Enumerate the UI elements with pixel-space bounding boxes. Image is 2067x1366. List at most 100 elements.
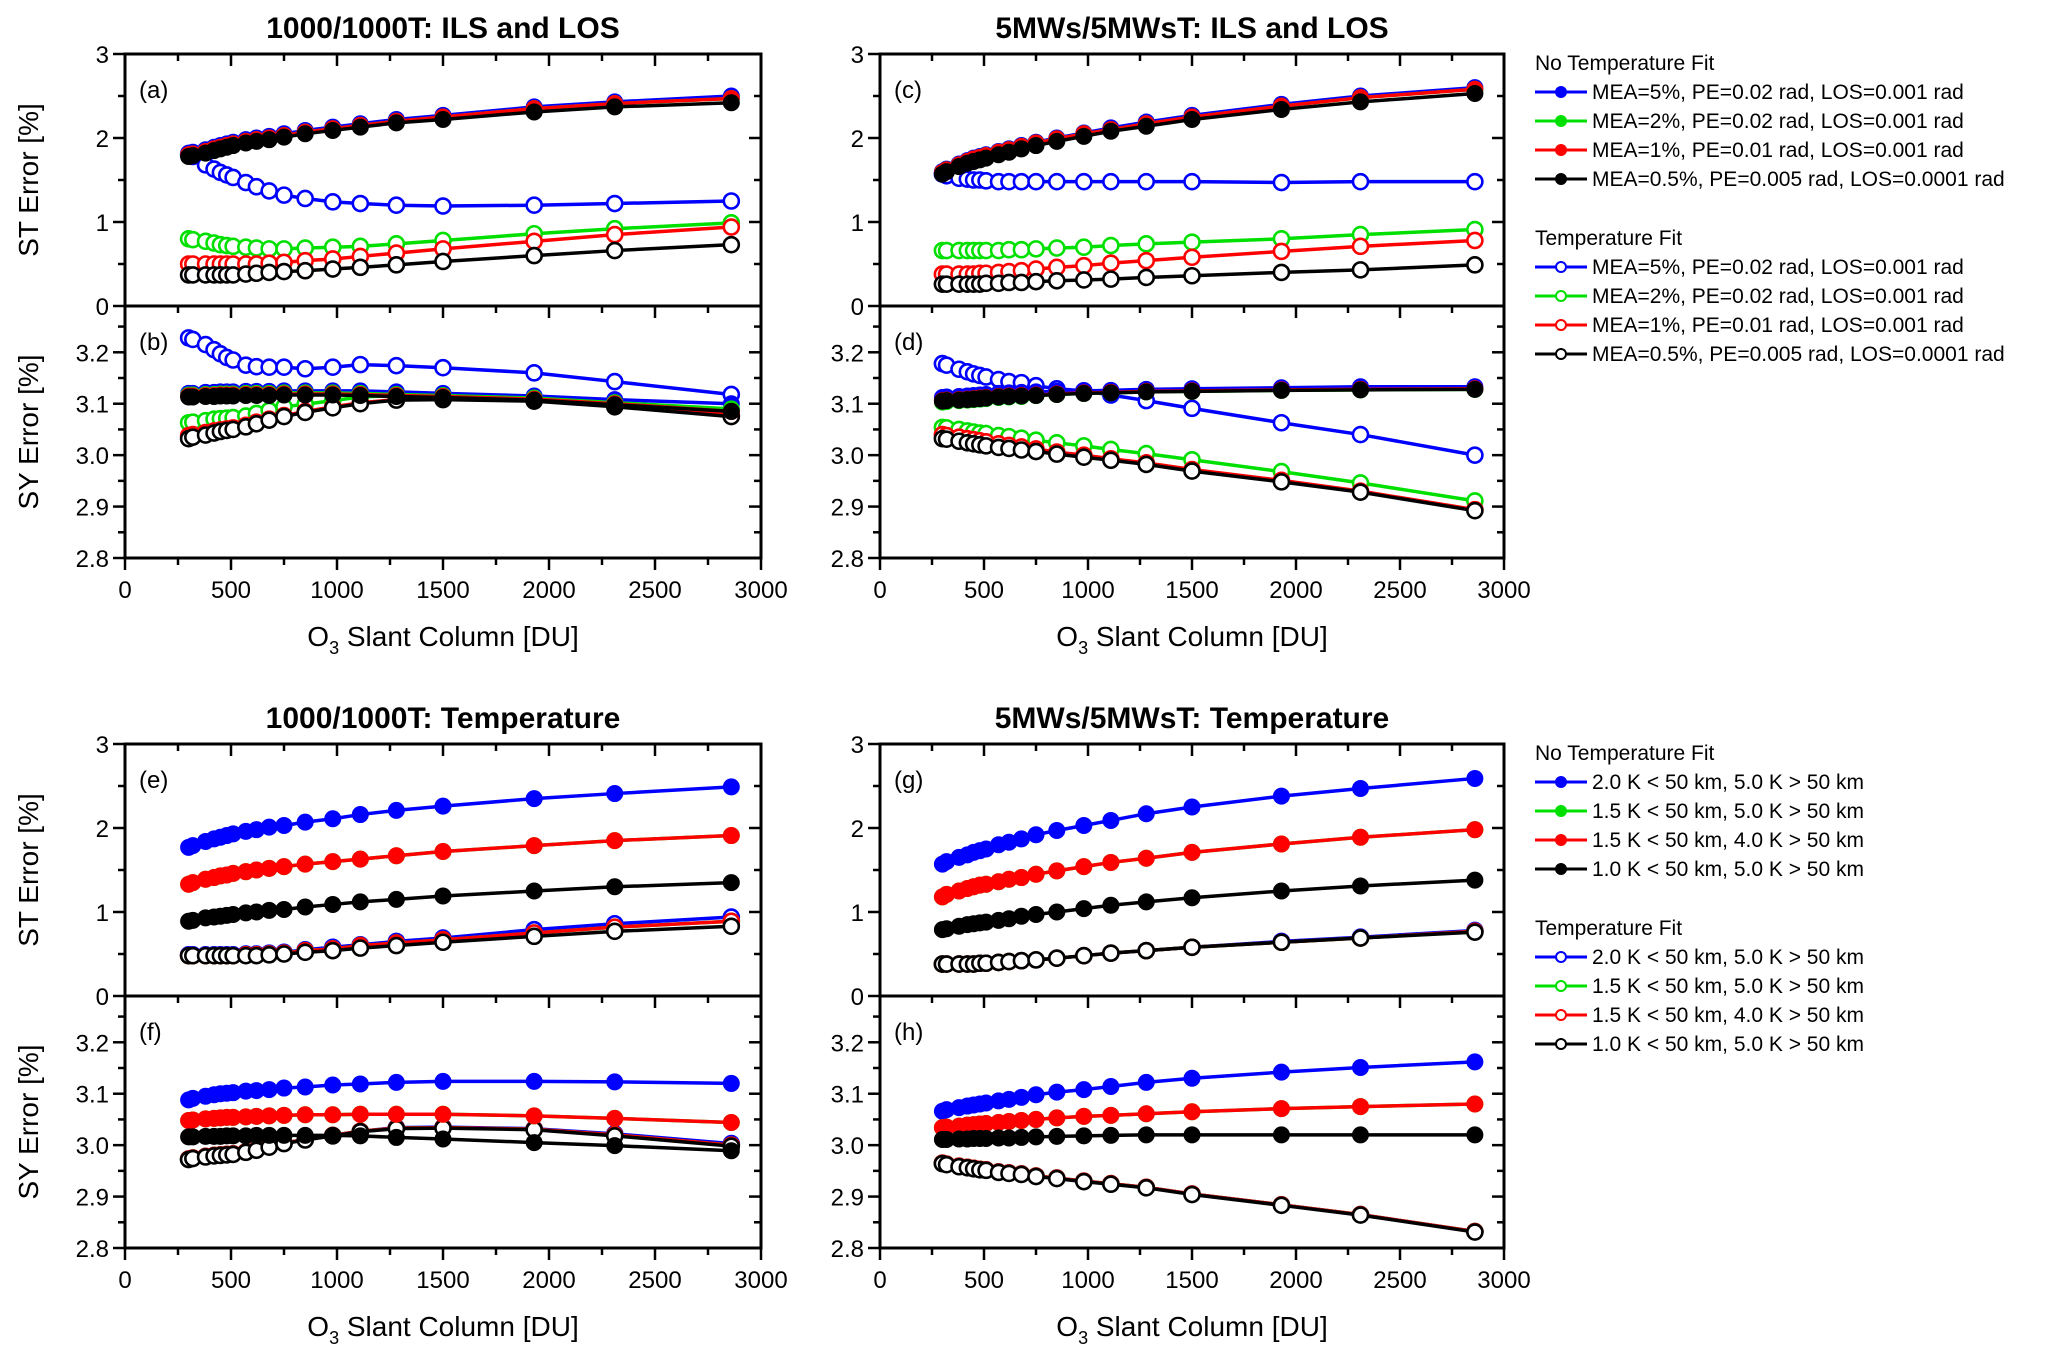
data-point bbox=[1137, 117, 1155, 135]
legend-item-text: MEA=2%, PE=0.02 rad, LOS=0.001 rad bbox=[1592, 285, 1964, 308]
data-point bbox=[1012, 140, 1030, 158]
chart-title: 5MWs/5MWsT: ILS and LOS bbox=[995, 12, 1388, 45]
data-point bbox=[324, 1126, 342, 1144]
data-point bbox=[722, 827, 740, 845]
data-point bbox=[1272, 835, 1290, 853]
data-point bbox=[1137, 1105, 1155, 1123]
series-line-red-filled bbox=[941, 87, 1476, 174]
legend-header-fit: Temperature Fit bbox=[1535, 227, 1682, 250]
data-point bbox=[351, 258, 370, 277]
data-point bbox=[1102, 236, 1120, 255]
data-point bbox=[1048, 903, 1066, 921]
y-tick-label: 3.0 bbox=[76, 1133, 109, 1160]
data-point bbox=[1012, 869, 1030, 887]
y-tick-label: 0 bbox=[96, 984, 109, 1011]
data-point bbox=[351, 386, 369, 404]
legend-marker-filled bbox=[1555, 776, 1567, 788]
y-tick-label: 2 bbox=[96, 126, 109, 153]
legend-marker-open bbox=[1555, 261, 1567, 273]
data-point bbox=[1027, 906, 1045, 924]
data-point bbox=[260, 240, 278, 258]
x-axis-label-main: O bbox=[307, 1311, 329, 1342]
y-tick-label: 0 bbox=[96, 294, 109, 321]
data-point bbox=[525, 790, 543, 808]
y-tick-label: 2.8 bbox=[831, 1236, 864, 1263]
data-point bbox=[1466, 769, 1484, 787]
data-point bbox=[1048, 132, 1066, 150]
y-tick-label: 3.1 bbox=[831, 1082, 864, 1109]
data-point bbox=[434, 887, 452, 905]
panel-label: (c) bbox=[894, 77, 922, 104]
data-point bbox=[1466, 923, 1484, 941]
legend-marker-open bbox=[1555, 1009, 1567, 1021]
legend-item-text: MEA=2%, PE=0.02 rad, LOS=0.001 rad bbox=[1592, 110, 1964, 133]
data-point bbox=[324, 121, 342, 139]
data-point bbox=[324, 895, 342, 913]
data-point bbox=[296, 125, 314, 143]
panel-e: 0 1 2 3 ST Error [%] (e) bbox=[13, 732, 763, 1011]
y-tick-label: 2.9 bbox=[831, 1185, 864, 1212]
legend-marker-open bbox=[1555, 290, 1567, 302]
data-point bbox=[260, 818, 278, 836]
y-tick-label: 2 bbox=[851, 126, 864, 153]
data-point bbox=[1102, 944, 1120, 962]
data-point bbox=[1466, 84, 1484, 102]
panel-label: (g) bbox=[894, 767, 923, 794]
data-point bbox=[606, 1137, 624, 1155]
data-point bbox=[1137, 849, 1155, 867]
x-tick-label: 3000 bbox=[1477, 577, 1530, 604]
data-point bbox=[260, 946, 278, 964]
series-layer bbox=[179, 1072, 741, 1169]
data-point bbox=[1027, 826, 1045, 844]
data-point bbox=[387, 196, 406, 214]
data-point bbox=[387, 890, 405, 908]
y-axis-label: SY Error [%] bbox=[13, 1044, 44, 1199]
legend-item-text: 1.5 K < 50 km, 5.0 K > 50 km bbox=[1592, 975, 1864, 998]
data-point bbox=[296, 898, 314, 916]
data-point bbox=[323, 260, 342, 278]
data-point bbox=[260, 263, 278, 282]
data-point bbox=[722, 1114, 740, 1132]
data-point bbox=[296, 386, 314, 404]
data-point bbox=[387, 388, 405, 406]
data-point bbox=[351, 939, 370, 957]
data-point bbox=[1075, 858, 1093, 876]
data-point bbox=[296, 189, 315, 208]
data-point bbox=[351, 194, 370, 213]
data-point bbox=[1075, 448, 1093, 467]
data-point bbox=[434, 1072, 452, 1090]
data-point bbox=[1027, 272, 1045, 291]
data-point bbox=[434, 1105, 452, 1123]
y-tick-label: 2 bbox=[96, 816, 109, 843]
data-point bbox=[387, 114, 405, 132]
data-point bbox=[1012, 1088, 1030, 1106]
data-point bbox=[1183, 938, 1201, 957]
data-point bbox=[1351, 1126, 1369, 1144]
data-point bbox=[296, 1126, 314, 1144]
panel-label: (h) bbox=[894, 1019, 923, 1046]
y-tick-label: 3.2 bbox=[76, 1030, 109, 1057]
data-point bbox=[605, 372, 624, 391]
y-axis-label: ST Error [%] bbox=[13, 103, 44, 257]
data-point bbox=[275, 816, 293, 834]
data-point bbox=[1075, 172, 1093, 191]
data-point bbox=[606, 785, 624, 803]
data-point bbox=[1137, 268, 1156, 287]
data-point bbox=[351, 893, 369, 911]
chart-title: 1000/1000T: Temperature bbox=[266, 702, 621, 735]
legend-marker-filled bbox=[1555, 173, 1567, 185]
data-point bbox=[1075, 256, 1093, 275]
x-axis-label-sub: 3 bbox=[1078, 638, 1088, 658]
series-layer bbox=[933, 79, 1484, 293]
data-point bbox=[1102, 1078, 1120, 1096]
data-point bbox=[1075, 1127, 1093, 1145]
data-point bbox=[275, 900, 293, 918]
x-axis-label-rest: Slant Column [DU] bbox=[1088, 1311, 1328, 1342]
x-axis-label: O3 Slant Column [DU] bbox=[307, 621, 578, 658]
y-tick-label: 2.9 bbox=[76, 1185, 109, 1212]
data-point bbox=[525, 1072, 543, 1090]
x-tick-label: 2000 bbox=[522, 1267, 575, 1294]
data-point bbox=[1466, 380, 1484, 398]
series-layer bbox=[179, 87, 741, 284]
data-point bbox=[1272, 473, 1291, 491]
